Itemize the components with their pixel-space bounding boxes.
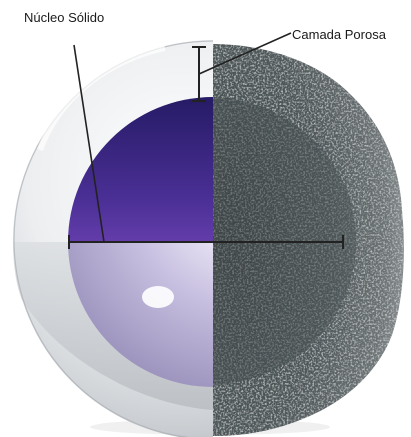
- measurement-lines: [68, 46, 344, 249]
- shell-leader-line: [198, 32, 292, 75]
- left-cutaway-half: [13, 40, 213, 437]
- leader-lines: [73, 32, 292, 243]
- shell-label: Camada Porosa: [292, 27, 386, 42]
- right-porous-half: [213, 44, 404, 436]
- solid-core-upper: [68, 97, 213, 242]
- solid-core-lower: [68, 242, 213, 387]
- core-highlight: [142, 286, 174, 308]
- core-leader-line: [73, 44, 105, 243]
- core-label: Núcleo Sólido: [24, 10, 105, 25]
